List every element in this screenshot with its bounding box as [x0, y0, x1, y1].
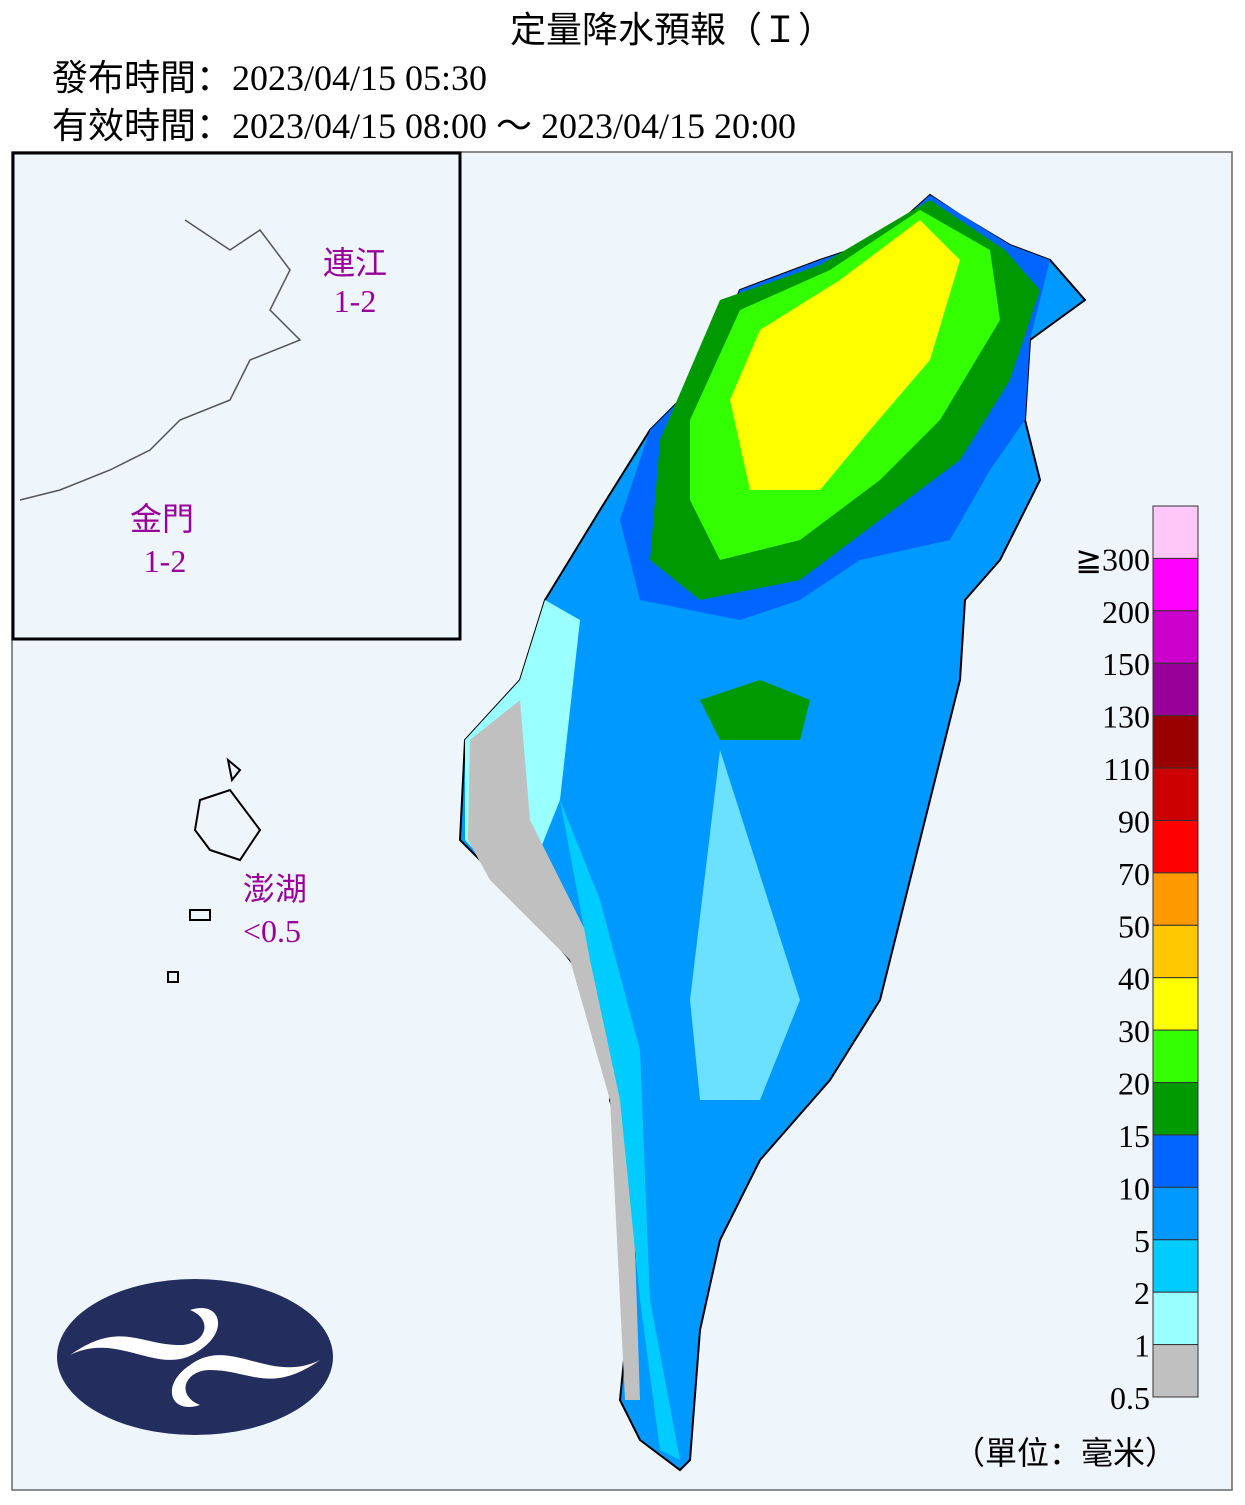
- legend-swatch: [1152, 1186, 1199, 1241]
- legend-label: 2: [1134, 1275, 1150, 1311]
- legend-label: 70: [1118, 856, 1150, 892]
- legend-label: 20: [1118, 1066, 1150, 1102]
- island-label: 澎湖: [243, 871, 307, 907]
- legend-swatch: [1152, 1029, 1199, 1084]
- legend-swatch: [1152, 977, 1199, 1031]
- valid-time: 有效時間：2023/04/15 08:00 ～ 2023/04/15 20:00: [52, 106, 796, 146]
- inset-label: 金門: [130, 501, 194, 537]
- legend-label: 1: [1134, 1328, 1150, 1364]
- legend: ≧300 200 150 130 110 90 70 50 40 30 20 15 10 5 2 1 0.5: [1075, 505, 1199, 1416]
- legend-swatch: [1152, 1082, 1199, 1136]
- legend-label: 40: [1118, 961, 1150, 997]
- legend-swatch: [1152, 1239, 1199, 1293]
- legend-swatch: [1152, 872, 1199, 926]
- legend-swatch: [1152, 557, 1199, 612]
- legend-swatch: [1152, 1344, 1199, 1398]
- legend-label: 15: [1118, 1118, 1150, 1154]
- island-value: <0.5: [243, 913, 301, 949]
- legend-label: 5: [1134, 1223, 1150, 1259]
- logo: [57, 1279, 333, 1435]
- penghu-islands: [167, 757, 262, 983]
- legend-swatch: [1152, 662, 1199, 717]
- legend-swatch: [1152, 1291, 1199, 1346]
- legend-swatch: [1152, 715, 1199, 769]
- taiwan-rainfall: [458, 193, 1087, 1472]
- legend-swatch: [1152, 819, 1199, 874]
- legend-label: 90: [1118, 803, 1150, 839]
- legend-swatch: [1152, 505, 1199, 559]
- inset-coast: [19, 219, 302, 501]
- inset-label: 連江: [323, 245, 387, 281]
- legend-swatch: [1152, 610, 1199, 664]
- issued-time: 發布時間：2023/04/15 05:30: [52, 58, 487, 98]
- legend-label: 130: [1102, 699, 1150, 735]
- legend-label: ≧300: [1075, 541, 1150, 577]
- title: 定量降水預報（Ｉ）: [510, 10, 834, 50]
- legend-label: 110: [1103, 751, 1150, 787]
- legend-label: 0.5: [1110, 1380, 1150, 1416]
- inset-value: 1-2: [144, 543, 187, 579]
- legend-swatch: [1152, 767, 1199, 821]
- legend-swatch: [1152, 924, 1199, 979]
- legend-label: 30: [1118, 1013, 1150, 1049]
- legend-label: 50: [1118, 908, 1150, 944]
- legend-label: 10: [1118, 1170, 1150, 1206]
- legend-label: 200: [1102, 594, 1150, 630]
- inset-frame: [11, 151, 462, 641]
- legend-swatch: [1152, 1134, 1199, 1188]
- unit-label: （單位：毫米）: [953, 1435, 1177, 1471]
- inset-value: 1-2: [334, 283, 377, 319]
- legend-label: 150: [1102, 646, 1150, 682]
